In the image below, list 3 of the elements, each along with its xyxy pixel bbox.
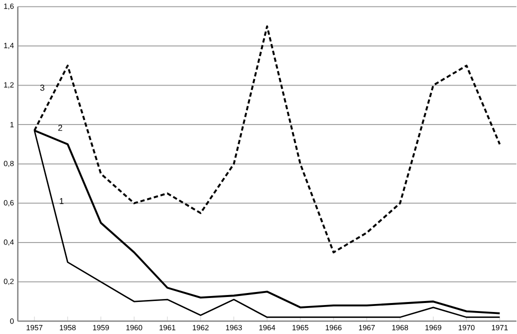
series-label: 3 bbox=[40, 84, 44, 91]
series-label: 1 bbox=[60, 198, 64, 204]
series-label: 2 bbox=[58, 124, 62, 131]
